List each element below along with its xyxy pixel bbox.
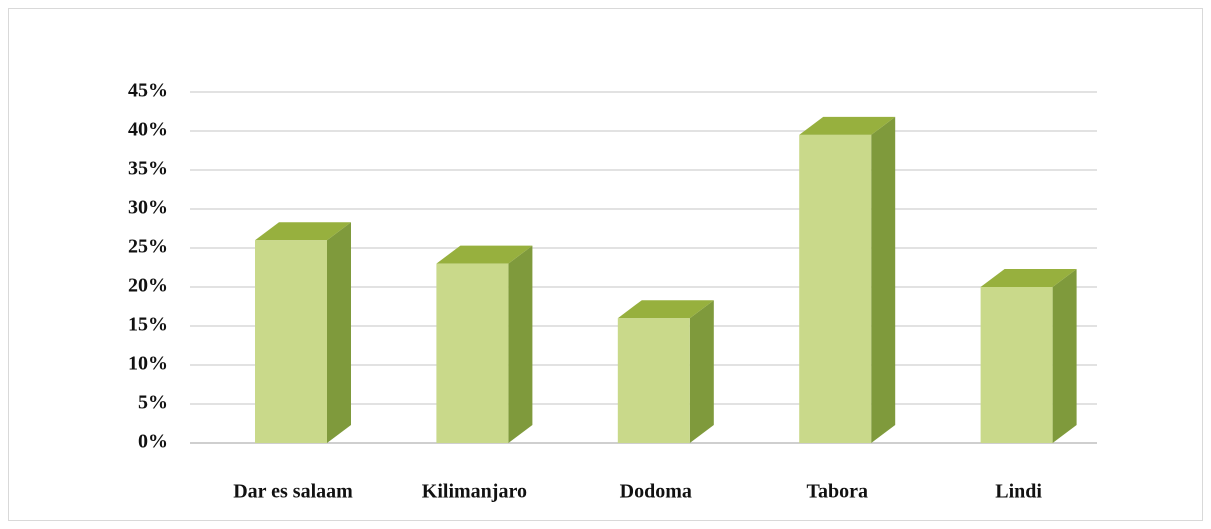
bar-side	[871, 116, 896, 444]
bar-side	[327, 222, 351, 443]
bar	[436, 245, 533, 443]
y-tick-label: 45%	[128, 80, 168, 102]
y-tick-label: 20%	[128, 275, 168, 297]
x-tick-label: Tabora	[806, 481, 868, 503]
x-tick-label: Kilimanjaro	[422, 481, 527, 503]
x-tick-label: Lindi	[995, 481, 1042, 503]
x-tick-label: Dodoma	[620, 481, 692, 503]
y-tick-label: 10%	[128, 353, 168, 375]
bar	[255, 222, 351, 443]
bar-top	[255, 222, 351, 241]
y-tick-label: 0%	[138, 431, 168, 453]
bar-top	[799, 116, 896, 135]
bar-front	[617, 318, 690, 443]
bar	[799, 116, 896, 444]
y-tick-label: 15%	[128, 314, 168, 336]
bar-side	[1052, 269, 1077, 443]
bar-front	[980, 287, 1053, 443]
y-tick-label: 5%	[138, 392, 168, 414]
bar-side	[508, 245, 533, 443]
bar	[617, 300, 714, 443]
y-tick-label: 25%	[128, 236, 168, 258]
bar	[980, 269, 1077, 443]
bar-front	[255, 240, 327, 443]
bar-top	[436, 245, 533, 264]
bar-front	[436, 263, 509, 443]
y-tick-label: 35%	[128, 158, 168, 180]
bar-front	[799, 134, 872, 443]
bar-top	[617, 300, 714, 319]
bar-side	[689, 300, 714, 443]
y-tick-label: 40%	[128, 119, 168, 141]
x-tick-label: Dar es salaam	[233, 481, 353, 503]
bar-top	[980, 269, 1077, 287]
y-tick-label: 30%	[128, 197, 168, 219]
